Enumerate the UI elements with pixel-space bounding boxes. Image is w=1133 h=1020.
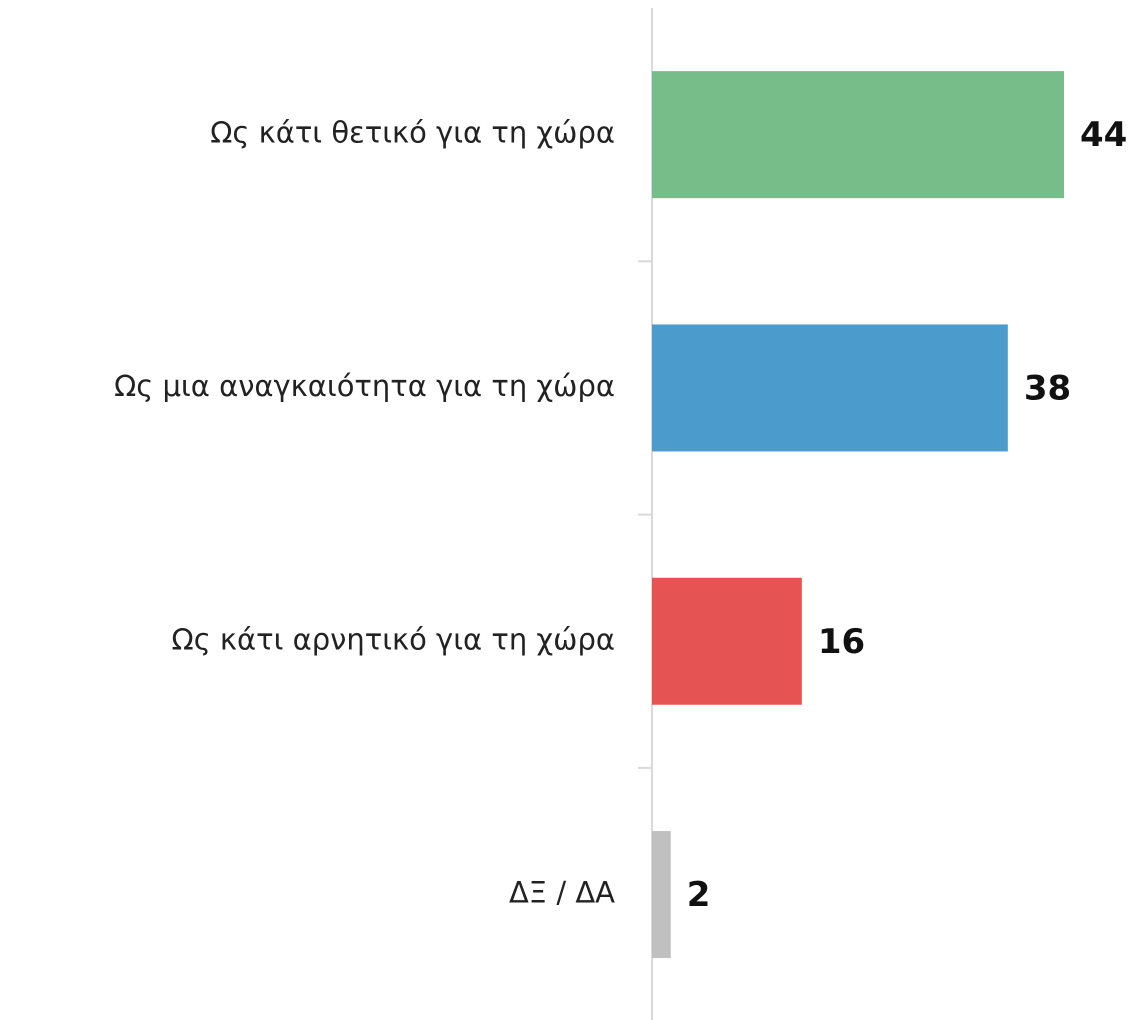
value-label: 38 — [1024, 368, 1071, 408]
category-label: Ως κάτι θετικό για τη χώρα — [210, 116, 615, 150]
bar — [652, 71, 1064, 199]
category-label: Ως μια αναγκαιότητα για τη χώρα — [114, 369, 615, 403]
category-label: ΔΞ / ΔΑ — [509, 876, 615, 910]
bar — [652, 831, 671, 959]
bar — [652, 577, 802, 705]
value-label: 2 — [687, 875, 711, 915]
value-label: 44 — [1080, 115, 1127, 155]
bar — [652, 324, 1008, 452]
category-label: Ως κάτι αρνητικό για τη χώρα — [172, 622, 615, 656]
value-label: 16 — [818, 622, 865, 662]
